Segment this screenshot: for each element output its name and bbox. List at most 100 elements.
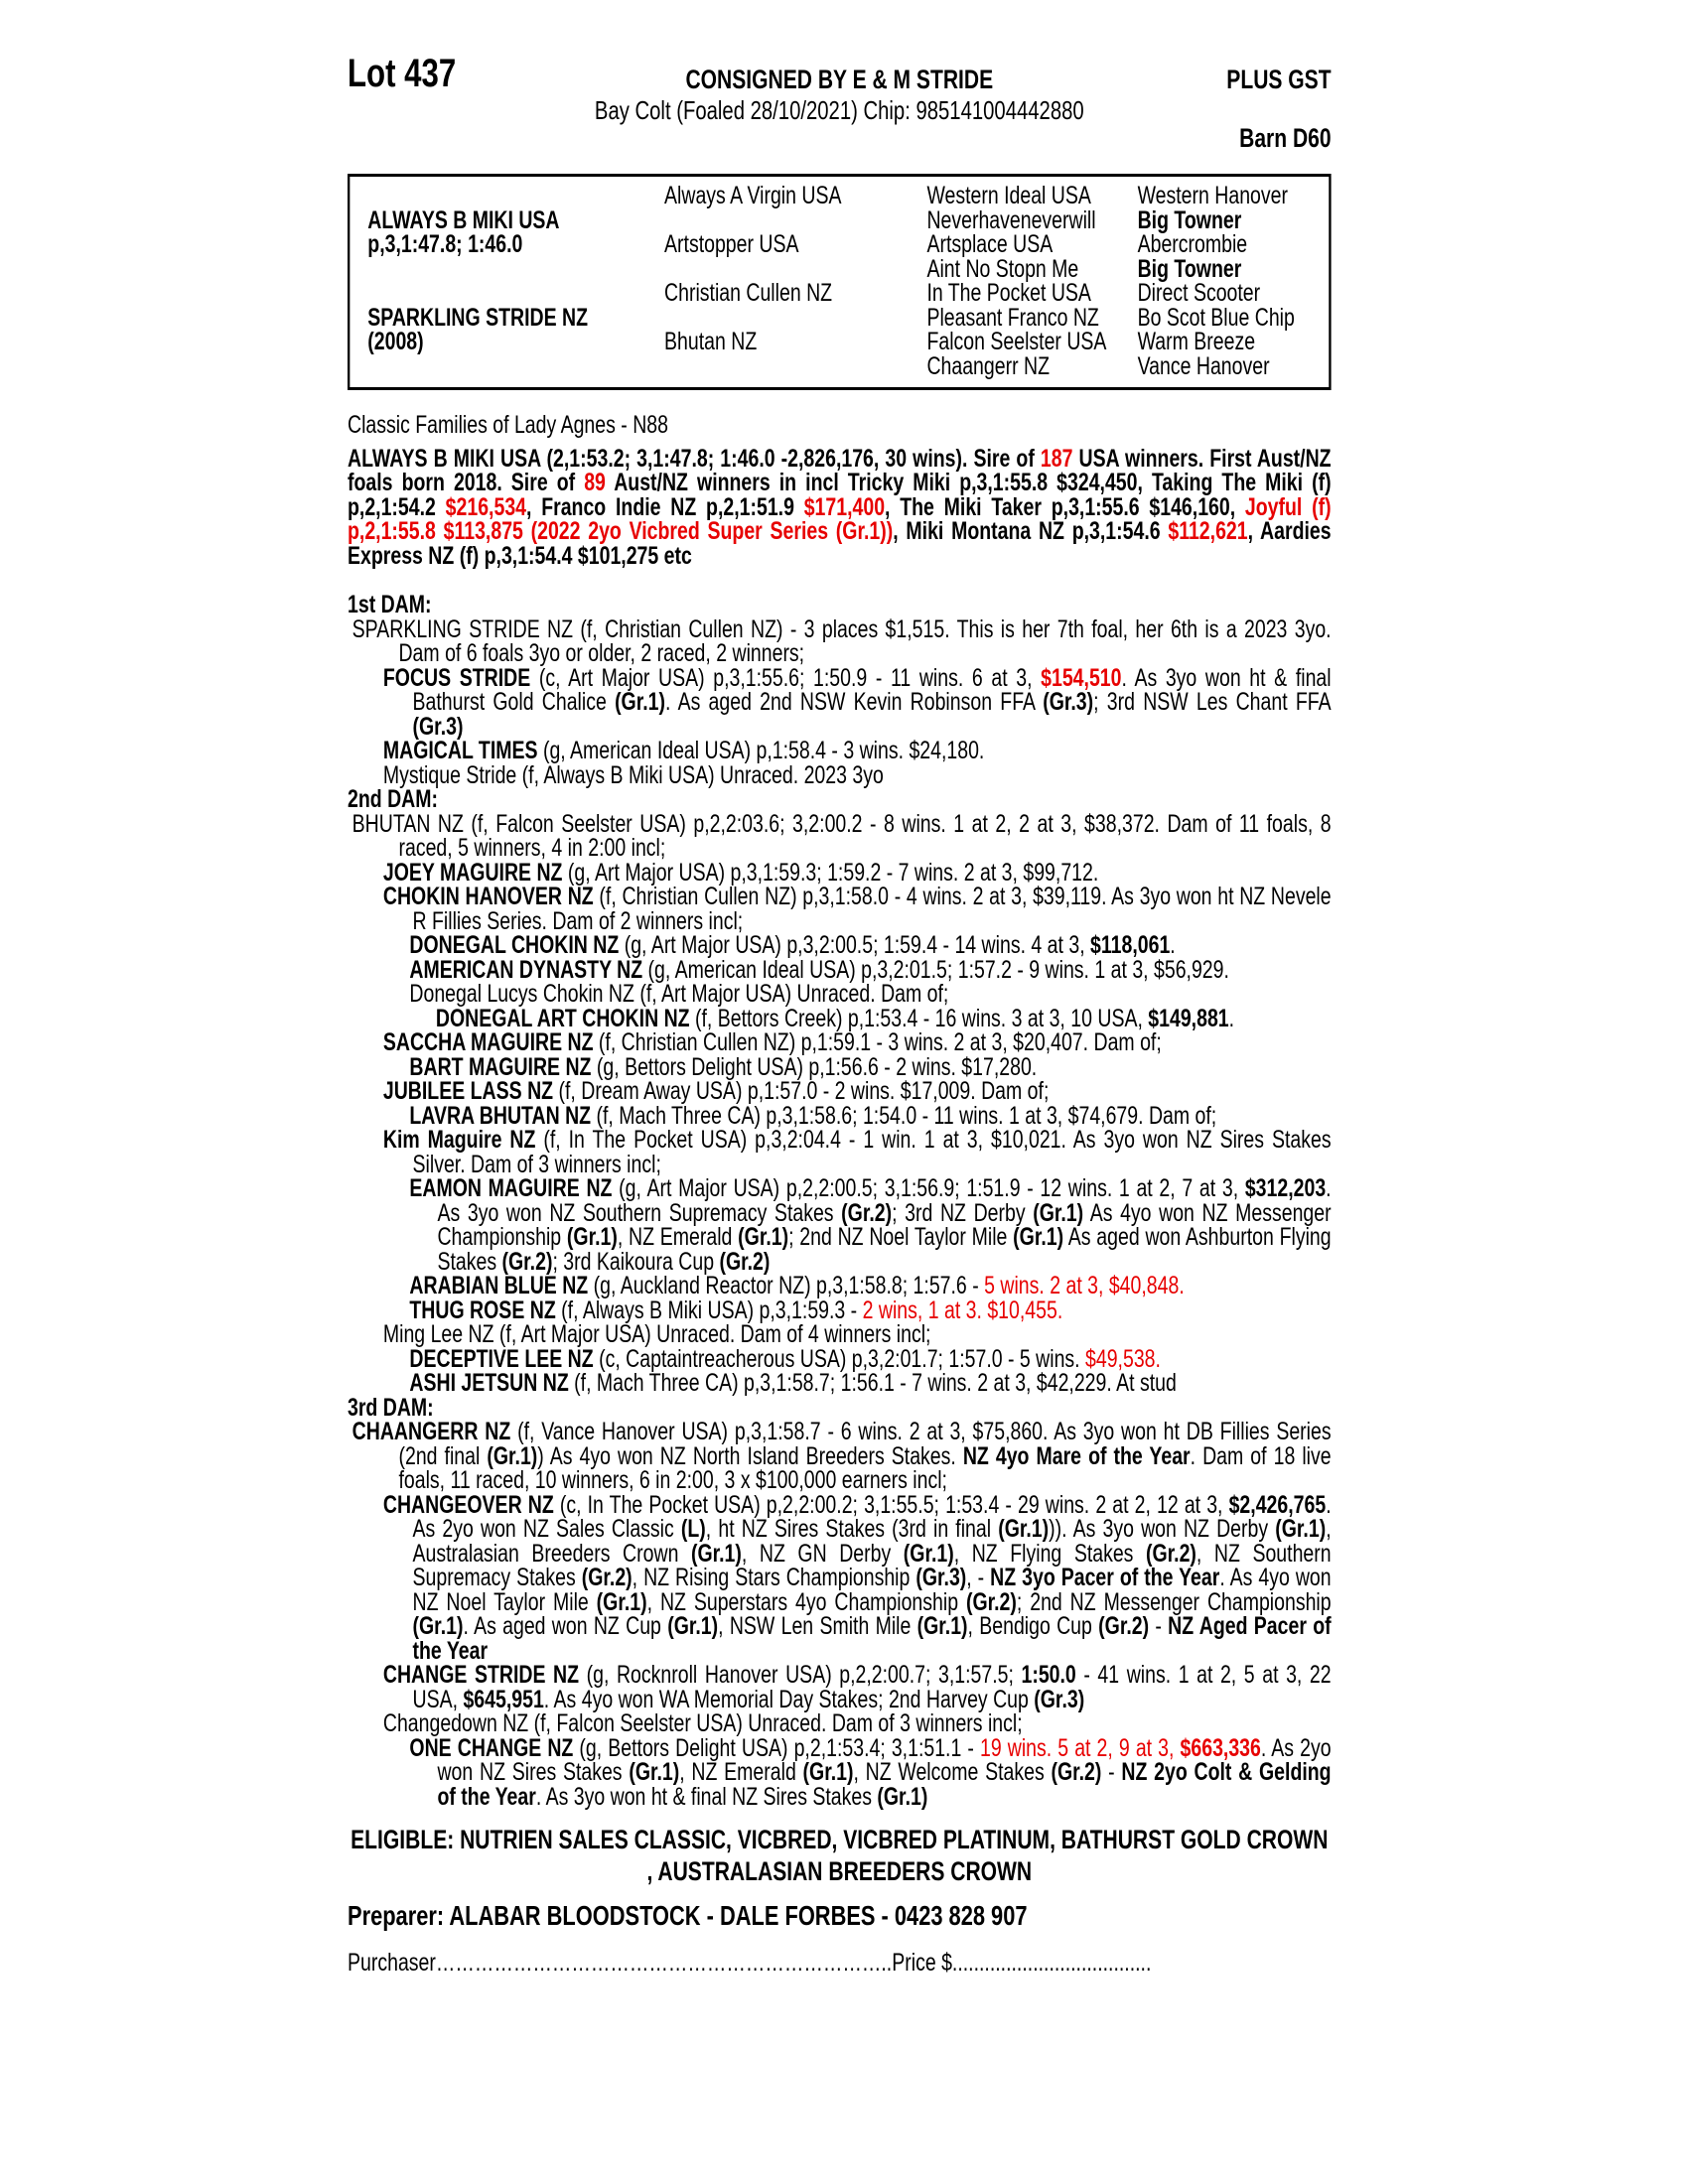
text-segment: Donegal Lucys Chokin NZ (f, Art Major US…: [409, 980, 949, 1008]
pedigree-cell: Abercrombie: [1137, 230, 1248, 258]
text-segment: (f, Mach Three CA) p,3,1:58.6; 1:54.0 - …: [591, 1101, 1217, 1130]
text-segment: DECEPTIVE LEE NZ: [409, 1344, 594, 1373]
text-segment: NZ 4yo Mare of the Year: [962, 1441, 1191, 1470]
pedigree-cell: p,3,1:47.8; 1:46.0: [367, 230, 523, 258]
pedigree-entry: THUG ROSE NZ (f, Always B Miki USA) p,3,…: [348, 1296, 1332, 1324]
text-segment: $118,061: [1090, 931, 1171, 959]
text-segment: ; 2nd NZ Messenger Championship: [1016, 1587, 1332, 1616]
text-segment: (Gr.1): [690, 1539, 742, 1568]
text-segment: , Australasian Breeders Crown: [412, 1515, 1332, 1568]
pedigree-cell: In The Pocket USA: [926, 279, 1091, 307]
text-segment: Joyful (f) p,2,1:55.8 $113,875 (2022 2yo…: [348, 492, 1332, 545]
text-segment: (Gr.1): [615, 688, 665, 716]
text-segment: (g, Art Major USA) p,2,2:00.5; 3,1:56.9;…: [612, 1174, 1245, 1202]
pedigree-cell: Artstopper USA: [664, 230, 799, 258]
pedigree-entry: BART MAGUIRE NZ (g, Bettors Delight USA)…: [348, 1052, 1332, 1081]
text-segment: $2,426,765: [1228, 1490, 1327, 1519]
pedigree-table: ALWAYS B MIKI USA p,3,1:47.8; 1:46.0 SPARK…: [348, 174, 1332, 390]
text-segment: ALWAYS B MIKI USA (2,1:53.2; 3,1:47.8; 1…: [348, 444, 1041, 473]
family-line: Classic Families of Lady Agnes - N88: [348, 411, 668, 439]
pedigree-cell: Warm Breeze: [1137, 328, 1256, 355]
text-segment: Mystique Stride (f, Always B Miki USA) U…: [382, 760, 884, 789]
text-segment: $149,881: [1148, 1004, 1229, 1032]
text-segment: $49,538.: [1085, 1344, 1161, 1373]
text-segment: (Gr.1): [412, 1612, 464, 1640]
text-segment: , NZ Emerald: [679, 1758, 803, 1786]
text-segment: (Gr.2): [1051, 1758, 1102, 1786]
pedigree-entry: DONEGAL ART CHOKIN NZ (f, Bettors Creek)…: [348, 1004, 1332, 1032]
text-segment: ONE CHANGE NZ: [409, 1733, 574, 1762]
text-segment: (Gr.2): [1145, 1539, 1196, 1568]
text-segment: (L): [680, 1515, 706, 1543]
text-segment: Changedown NZ (f, Falcon Seelster USA) U…: [382, 1709, 1023, 1737]
text-segment: (Gr.2): [581, 1564, 633, 1591]
text-segment: (f, Bettors Creek) p,1:53.4 - 16 wins. 3…: [689, 1004, 1149, 1032]
text-segment: )). As 3yo won NZ Derby: [1049, 1515, 1276, 1543]
text-segment: BHUTAN NZ (f, Falcon Seelster USA) p,2,2…: [352, 809, 1332, 862]
pedigree-cell: Pleasant Franco NZ: [926, 303, 1099, 332]
text-segment: (f, Christian Cullen NZ) p,1:59.1 - 3 wi…: [593, 1028, 1162, 1056]
text-segment: . As 4yo won NZ Noel Taylor Mile: [412, 1564, 1332, 1616]
barn-label: Barn D60: [1239, 122, 1332, 153]
text-segment: LAVRA BHUTAN NZ: [409, 1101, 592, 1130]
text-segment: (Gr.3): [915, 1564, 967, 1591]
page-content: Lot 437 CONSIGNED BY E & M STRIDE PLUS G…: [348, 0, 1332, 1975]
text-segment: THUG ROSE NZ: [409, 1296, 556, 1324]
text-segment: (g, American Ideal USA) p,1:58.4 - 3 win…: [537, 737, 985, 764]
text-segment: Kim Maguire NZ: [382, 1126, 536, 1154]
text-segment: (Gr.1): [998, 1515, 1050, 1543]
dam-heading: 1st DAM:: [348, 591, 432, 618]
pedigree-entry: SPARKLING STRIDE NZ (f, Christian Cullen…: [348, 616, 1332, 666]
text-segment: 1:50.0: [1021, 1661, 1076, 1689]
text-segment: . Dam of 18 live foals, 11 raced, 10 win…: [398, 1441, 1332, 1494]
pedigree-entry: JUBILEE LASS NZ (f, Dream Away USA) p,1:…: [348, 1079, 1332, 1104]
plus-gst-label: PLUS GST: [1226, 64, 1332, 94]
pedigree-cell: Always A Virgin USA: [664, 182, 842, 209]
dam-heading: 3rd DAM:: [348, 1393, 434, 1422]
text-segment: , The Miki Taker p,3,1:55.6 $146,160,: [885, 492, 1245, 521]
text-segment: (Gr.3): [412, 712, 464, 741]
pedigree-entry: MAGICAL TIMES (g, American Ideal USA) p,…: [348, 739, 1332, 763]
text-segment: As 4yo won NZ Messenger Championship: [437, 1198, 1332, 1251]
text-segment: JOEY MAGUIRE NZ: [382, 858, 563, 887]
text-segment: ) As 4yo won NZ North Island Breeders St…: [537, 1441, 963, 1470]
text-segment: , Aardies Express NZ (f) p,3,1:54.4 $101…: [348, 517, 1332, 570]
text-segment: , NZ Superstars 4yo Championship: [646, 1587, 966, 1616]
text-segment: USA winners. First Aust/NZ foals born 20…: [348, 444, 1332, 496]
text-segment: . As 4yo won WA Memorial Day Stakes; 2nd…: [543, 1685, 1035, 1713]
pedigree-entry: ARABIAN BLUE NZ (g, Auckland Reactor NZ)…: [348, 1274, 1332, 1298]
pedigree-entry: LAVRA BHUTAN NZ (f, Mach Three CA) p,3,1…: [348, 1101, 1332, 1130]
text-segment: (Gr.2): [1098, 1612, 1150, 1640]
text-segment: (Gr.2): [965, 1587, 1017, 1616]
text-segment: (Gr.1): [487, 1441, 538, 1470]
eligibility-line: ELIGIBLE: NUTRIEN SALES CLASSIC, VICBRED…: [351, 1825, 1329, 1886]
text-segment: (g, Bettors Delight USA) p,1:56.6 - 2 wi…: [591, 1052, 1038, 1081]
text-segment: (f, Dream Away USA) p,1:57.0 - 2 wins. $…: [553, 1077, 1050, 1105]
text-segment: (Gr.2): [719, 1247, 771, 1276]
text-segment: (f, Christian Cullen NZ) p,3,1:58.0 - 4 …: [412, 883, 1332, 935]
text-segment: SACCHA MAGUIRE NZ: [382, 1028, 594, 1056]
price-dotted-rule: .....................................: [951, 1948, 1152, 1977]
text-segment: (Gr.1): [802, 1758, 854, 1786]
text-segment: , NZ Flying Stakes: [953, 1539, 1146, 1568]
text-segment: (Gr.1): [667, 1612, 719, 1640]
text-segment: (Gr.1): [566, 1223, 618, 1251]
text-segment: 187: [1040, 444, 1073, 473]
text-segment: (Gr.3): [1043, 688, 1094, 716]
text-segment: BART MAGUIRE NZ: [409, 1052, 592, 1081]
text-segment: -: [1101, 1758, 1122, 1786]
lot-number: Lot 437: [348, 52, 457, 95]
text-segment: $171,400: [803, 492, 886, 521]
preparer-line: Preparer: ALABAR BLOODSTOCK - DALE FORBE…: [348, 1900, 1028, 1931]
text-segment: Ming Lee NZ (f, Art Major USA) Unraced. …: [382, 1320, 931, 1348]
purchaser-label: Purchaser: [348, 1948, 436, 1977]
text-segment: (Gr.1): [738, 1223, 789, 1251]
text-segment: MAGICAL TIMES: [382, 737, 538, 764]
text-segment: DONEGAL CHOKIN NZ: [409, 931, 620, 959]
pedigree-cell: Aint No Stopn Me: [926, 254, 1079, 283]
text-segment: $312,203: [1244, 1174, 1327, 1202]
pedigree-entry: BHUTAN NZ (f, Falcon Seelster USA) p,2,2…: [348, 809, 1332, 862]
text-segment: . As 2yo won NZ Sales Classic: [412, 1490, 1332, 1543]
text-segment: (Gr.1): [877, 1782, 928, 1811]
